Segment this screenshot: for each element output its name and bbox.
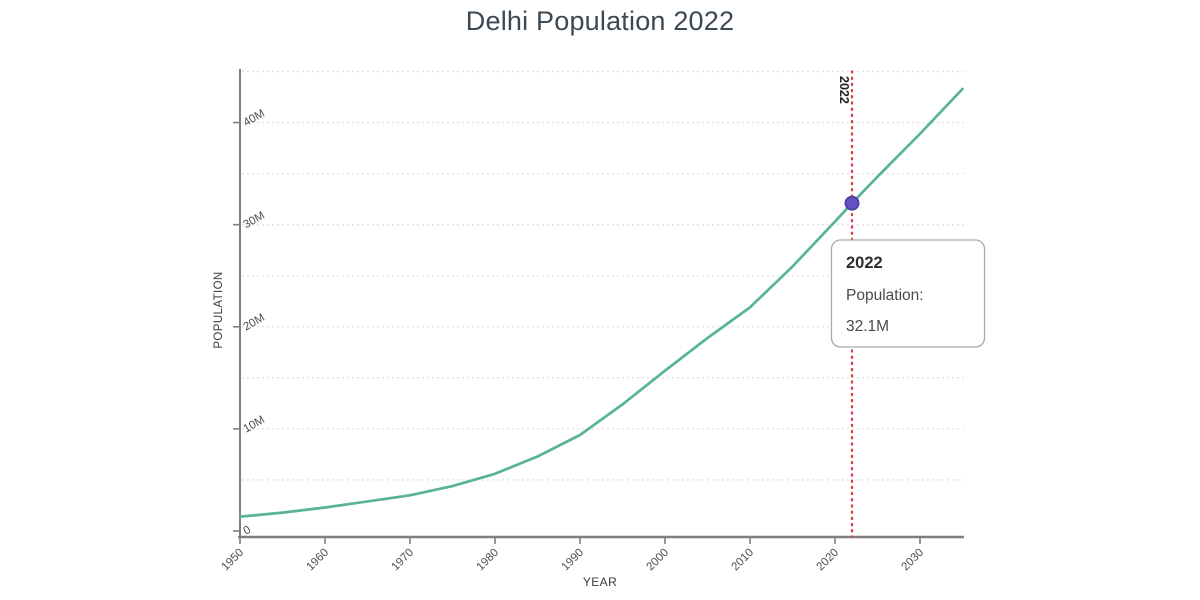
x-axis-tick-label: 1980 bbox=[475, 547, 502, 574]
x-axis-tick-label: 2010 bbox=[730, 547, 757, 574]
y-axis-tick-label: 10M bbox=[242, 414, 267, 436]
highlighted-data-point[interactable] bbox=[844, 195, 860, 211]
tooltip-metric-label: Population: bbox=[846, 287, 924, 304]
tooltip: 2022 Population: 32.1M bbox=[830, 239, 986, 348]
x-axis-title: YEAR bbox=[583, 575, 617, 589]
x-axis-tick-label: 2030 bbox=[900, 547, 927, 574]
y-axis-title: POPULATION bbox=[213, 271, 225, 348]
reference-line-label: 2022 bbox=[837, 76, 851, 104]
tooltip-value: 32.1M bbox=[846, 318, 889, 335]
chart-title: Delhi Population 2022 bbox=[465, 6, 735, 36]
tooltip-box bbox=[830, 239, 986, 348]
x-axis-tick-label: 1950 bbox=[220, 547, 247, 574]
x-axis-tick-label: 2000 bbox=[645, 547, 672, 574]
tooltip-year: 2022 bbox=[846, 254, 883, 272]
y-axis-tick-label: 40M bbox=[242, 108, 267, 130]
y-axis-tick-label: 30M bbox=[242, 210, 267, 232]
x-axis-tick-label: 1960 bbox=[305, 547, 332, 574]
x-axis-tick-label: 1970 bbox=[390, 547, 417, 574]
x-axis-tick-label: 1990 bbox=[560, 547, 587, 574]
y-axis-tick-label: 20M bbox=[242, 312, 267, 334]
x-axis-tick-label: 2020 bbox=[815, 547, 842, 574]
y-axis-tick-label: 0 bbox=[242, 524, 254, 538]
